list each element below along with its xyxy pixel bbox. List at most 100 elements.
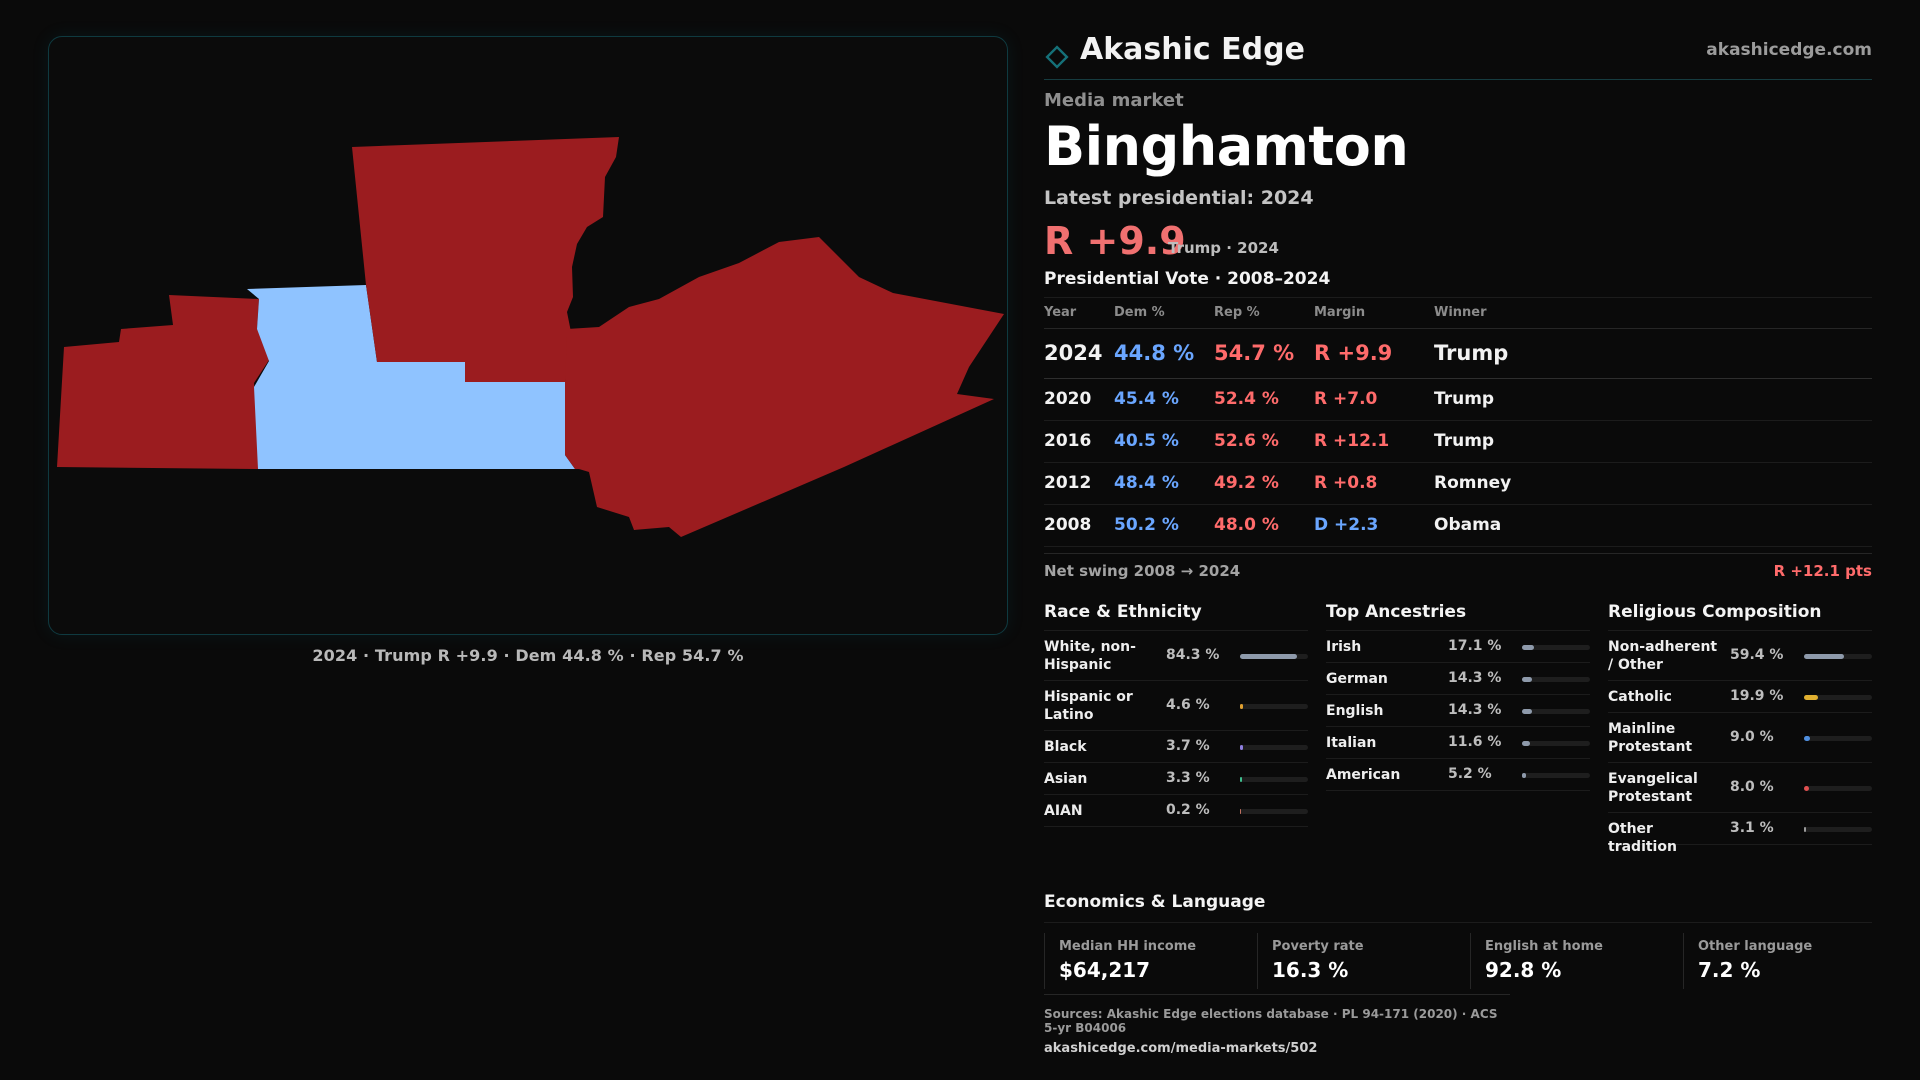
winner-tag: Trump · 2024 <box>1168 239 1279 257</box>
latest-presidential-label: Latest presidential: 2024 <box>1044 187 1314 209</box>
stat-label: Italian <box>1326 735 1377 751</box>
race-ethnicity-section: Race & Ethnicity White, non-Hispanic 84.… <box>1044 602 1308 827</box>
cell-margin: D +2.3 <box>1314 504 1434 547</box>
religion-heading: Religious Composition <box>1608 602 1872 631</box>
list-item: Italian 11.6 % <box>1326 727 1590 759</box>
cell-dem: 48.4 % <box>1114 462 1214 505</box>
econ-value: 16.3 % <box>1272 958 1349 982</box>
econ-card-english: English at home 92.8 % <box>1470 933 1660 989</box>
list-item: Irish 17.1 % <box>1326 631 1590 663</box>
stat-bar-fill <box>1240 654 1298 659</box>
brand-name: Akashic Edge <box>1080 32 1305 67</box>
col-rep: Rep % <box>1214 298 1314 329</box>
map-region-west-county[interactable] <box>57 295 271 469</box>
cell-dem: 44.8 % <box>1114 328 1214 379</box>
stat-bar-fill <box>1522 741 1530 746</box>
economics-heading: Economics & Language <box>1044 892 1872 923</box>
cell-year: 2016 <box>1044 420 1114 463</box>
big-margin-value: R +9.9 <box>1044 219 1186 263</box>
stat-value: 14.3 % <box>1448 702 1502 718</box>
cell-rep: 52.4 % <box>1214 378 1314 421</box>
economics-grid: Median HH income $64,217 Poverty rate 16… <box>1044 923 1872 993</box>
list-item: English 14.3 % <box>1326 695 1590 727</box>
stat-value: 84.3 % <box>1166 647 1220 663</box>
stat-bar <box>1240 654 1308 659</box>
stat-label: Non-adherent / Other <box>1608 639 1718 673</box>
econ-value: 7.2 % <box>1698 958 1761 982</box>
cell-winner: Obama <box>1434 504 1872 547</box>
economics-section: Economics & Language Median HH income $6… <box>1044 892 1872 993</box>
stat-value: 3.3 % <box>1166 770 1210 786</box>
stat-bar <box>1804 786 1872 791</box>
cell-rep: 54.7 % <box>1214 328 1314 379</box>
list-item: Black 3.7 % <box>1044 731 1308 763</box>
stat-bar <box>1522 773 1590 778</box>
stat-bar-fill <box>1804 786 1810 791</box>
cell-margin: R +0.8 <box>1314 462 1434 505</box>
stat-bar-fill <box>1804 736 1811 741</box>
stat-bar-fill <box>1804 695 1818 700</box>
col-margin: Margin <box>1314 298 1434 329</box>
stat-bar-fill <box>1240 777 1243 782</box>
cell-year: 2012 <box>1044 462 1114 505</box>
market-kicker: Media market <box>1044 90 1184 111</box>
ancestries-heading: Top Ancestries <box>1326 602 1590 631</box>
stat-label: American <box>1326 767 1401 783</box>
map-caption: 2024 · Trump R +9.9 · Dem 44.8 % · Rep 5… <box>312 646 744 665</box>
stat-bar-fill <box>1522 645 1534 650</box>
stat-bar <box>1240 704 1308 709</box>
stat-label: English <box>1326 703 1384 719</box>
stat-value: 11.6 % <box>1448 734 1502 750</box>
stat-value: 9.0 % <box>1730 729 1774 745</box>
net-swing-label: Net swing 2008 → 2024 <box>1044 561 1241 580</box>
cell-dem: 40.5 % <box>1114 420 1214 463</box>
stat-value: 59.4 % <box>1730 647 1784 663</box>
map-region-broome-county[interactable] <box>247 285 575 469</box>
list-item: Asian 3.3 % <box>1044 763 1308 795</box>
col-winner: Winner <box>1434 298 1872 329</box>
stat-label: Mainline Protestant <box>1608 721 1693 755</box>
cell-dem: 50.2 % <box>1114 504 1214 547</box>
econ-value: $64,217 <box>1059 958 1151 982</box>
diamond-logo-icon <box>1045 45 1069 69</box>
net-swing-row: Net swing 2008 → 2024 R +12.1 pts <box>1044 552 1872 585</box>
stat-bar <box>1804 827 1872 832</box>
cell-winner: Trump <box>1434 328 1872 379</box>
stat-label: Irish <box>1326 639 1362 655</box>
vote-table: Year Dem % Rep % Margin Winner 2024 44.8… <box>1044 298 1872 547</box>
cell-rep: 52.6 % <box>1214 420 1314 463</box>
map-region-chenango-county[interactable] <box>352 137 619 382</box>
brand-header: Akashic Edge akashicedge.com <box>1044 30 1872 80</box>
list-item: German 14.3 % <box>1326 663 1590 695</box>
stat-label: Other tradition <box>1608 821 1677 855</box>
map-svg <box>57 137 1004 537</box>
list-item: White, non-Hispanic 84.3 % <box>1044 631 1308 681</box>
stat-value: 8.0 % <box>1730 779 1774 795</box>
stat-bar-fill <box>1804 827 1807 832</box>
cell-year: 2024 <box>1044 328 1114 379</box>
list-item: AIAN 0.2 % <box>1044 795 1308 827</box>
stat-bar <box>1522 677 1590 682</box>
brand-url-link[interactable]: akashicedge.com <box>1706 40 1872 60</box>
stat-value: 3.1 % <box>1730 820 1774 836</box>
details-panel: Akashic Edge akashicedge.com Media marke… <box>1044 30 1872 989</box>
cell-year: 2008 <box>1044 504 1114 547</box>
stat-bar-fill <box>1522 773 1526 778</box>
stat-value: 19.9 % <box>1730 688 1784 704</box>
stat-bar-fill <box>1240 745 1243 750</box>
sources-url-link[interactable]: akashicedge.com/media-markets/502 <box>1044 1041 1318 1056</box>
map-region-susquehanna-county[interactable] <box>565 237 1004 537</box>
stat-value: 14.3 % <box>1448 670 1502 686</box>
stat-bar-fill <box>1522 709 1532 714</box>
stat-label: German <box>1326 671 1388 687</box>
cell-margin: R +12.1 <box>1314 420 1434 463</box>
stat-label: Hispanic or Latino <box>1044 689 1133 723</box>
sources-footer: Sources: Akashic Edge elections database… <box>1044 994 1510 1056</box>
econ-label: Median HH income <box>1059 939 1197 954</box>
stat-label: Catholic <box>1608 689 1672 705</box>
stat-bar-fill <box>1240 704 1244 709</box>
stat-value: 17.1 % <box>1448 638 1502 654</box>
net-swing-value: R +12.1 pts <box>1773 561 1872 580</box>
stat-value: 4.6 % <box>1166 697 1210 713</box>
table-row: 2012 48.4 % 49.2 % R +0.8 Romney <box>1044 462 1872 505</box>
